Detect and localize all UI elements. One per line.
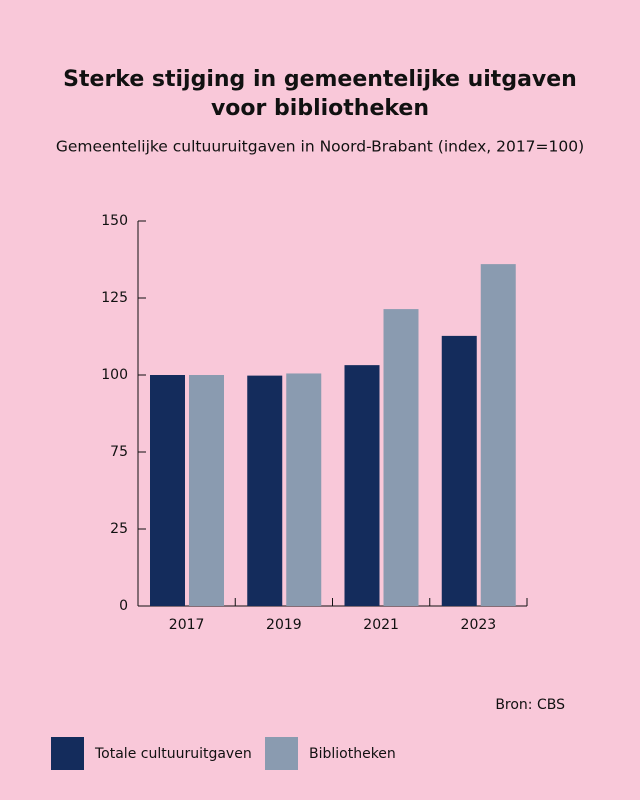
- source: Bron: CBS: [495, 697, 565, 713]
- y-tick-label: 75: [110, 444, 128, 460]
- chart-subtitle: Gemeentelijke cultuuruitgaven in Noord-B…: [56, 138, 584, 156]
- bar: [150, 375, 185, 606]
- y-tick-label: 25: [110, 521, 128, 537]
- y-tick-label: 150: [101, 213, 128, 229]
- legend-swatch: [51, 737, 84, 770]
- y-tick-label: 125: [101, 290, 128, 306]
- chart-title: Sterke stijging in gemeentelijke uitgave…: [63, 67, 577, 92]
- bar: [286, 373, 322, 606]
- bar: [189, 375, 224, 606]
- y-tick-label: 100: [101, 367, 128, 383]
- x-tick-label: 2019: [266, 617, 302, 633]
- x-tick-label: 2021: [363, 617, 399, 633]
- chart-title: voor bibliotheken: [211, 96, 429, 121]
- x-tick-label: 2023: [461, 617, 497, 633]
- bar: [480, 264, 516, 606]
- x-tick-label: 2017: [169, 617, 205, 633]
- legend-label: Totale cultuuruitgaven: [94, 746, 252, 762]
- bar: [383, 309, 419, 606]
- y-tick-label: 0: [119, 598, 128, 614]
- bar: [441, 335, 477, 606]
- bar: [344, 365, 380, 606]
- bar: [247, 375, 283, 606]
- legend-swatch: [265, 737, 298, 770]
- legend-label: Bibliotheken: [309, 746, 396, 762]
